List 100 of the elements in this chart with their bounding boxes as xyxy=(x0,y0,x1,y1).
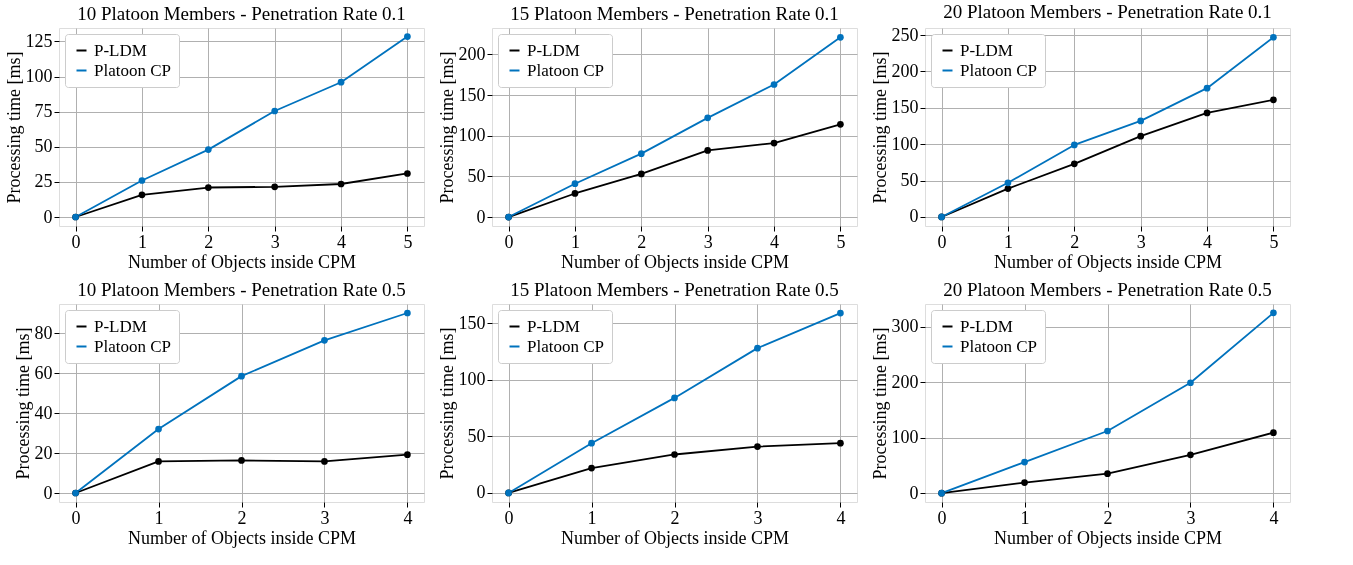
x-tick-label: 2 xyxy=(1103,507,1113,528)
x-tick-label: 0 xyxy=(71,507,81,528)
point xyxy=(138,177,146,184)
x-tick-label: 4 xyxy=(836,507,846,528)
y-axis-title: Processing time [ms] xyxy=(869,51,890,204)
point xyxy=(1203,109,1211,117)
chart-title: 20 Platoon Members - Penetration Rate 0.1 xyxy=(943,1,1272,23)
x-tick-label: 0 xyxy=(504,231,514,252)
point xyxy=(238,372,245,380)
x-tick-label: 1 xyxy=(1020,507,1030,528)
point xyxy=(837,121,844,128)
point xyxy=(1070,141,1078,149)
y-tick-label: 300 xyxy=(891,316,919,337)
x-tick-label: 5 xyxy=(403,231,413,252)
x-tick-label: 0 xyxy=(937,507,947,528)
x-tick-label: 2 xyxy=(1070,231,1080,252)
legend-label: Platoon CP xyxy=(94,336,171,356)
point xyxy=(404,170,411,177)
y-tick-label: 100 xyxy=(891,427,919,448)
point xyxy=(337,180,345,188)
x-tick-label: 2 xyxy=(204,231,214,252)
point xyxy=(1104,427,1111,435)
y-axis-title: Processing time [ms] xyxy=(436,327,457,480)
point xyxy=(770,81,778,88)
point xyxy=(837,439,844,447)
y-tick-label: 0 xyxy=(909,482,919,503)
y-tick-label: 200 xyxy=(458,43,486,64)
point xyxy=(1270,429,1277,437)
y-tick-label: 150 xyxy=(891,97,919,118)
y-tick-label: 100 xyxy=(458,369,486,390)
legend-label: P-LDM xyxy=(94,316,147,336)
y-tick-label: 60 xyxy=(34,362,53,383)
point xyxy=(704,147,712,154)
point xyxy=(1004,179,1012,187)
legend-label: Platoon CP xyxy=(960,60,1037,80)
point xyxy=(1070,160,1078,168)
legend-label: P-LDM xyxy=(527,316,580,336)
y-tick-label: 50 xyxy=(34,136,53,157)
y-axis-title: Processing time [ms] xyxy=(3,51,24,204)
point xyxy=(1270,33,1277,41)
point xyxy=(271,183,279,191)
x-axis-title: Number of Objects inside CPM xyxy=(994,527,1222,548)
chart-title: 10 Platoon Members - Penetration Rate 0.1 xyxy=(77,3,406,24)
point xyxy=(155,458,162,465)
y-axis-title: Processing time [ms] xyxy=(12,327,33,480)
x-tick-label: 1 xyxy=(1003,231,1013,252)
point xyxy=(704,114,712,122)
x-tick-label: 4 xyxy=(1203,231,1213,252)
chart-title: 10 Platoon Members - Penetration Rate 0.5 xyxy=(77,279,406,300)
point xyxy=(404,451,411,458)
x-tick-label: 2 xyxy=(670,507,680,528)
point xyxy=(1187,451,1194,459)
x-axis-title: Number of Objects inside CPM xyxy=(994,251,1222,272)
x-axis-title: Number of Objects inside CPM xyxy=(128,527,356,548)
point xyxy=(571,190,579,197)
legend-label: P-LDM xyxy=(94,40,147,60)
y-tick-label: 0 xyxy=(43,482,53,503)
y-tick-label: 150 xyxy=(458,312,486,333)
x-tick-label: 2 xyxy=(237,507,247,528)
point xyxy=(155,425,162,433)
y-tick-label: 0 xyxy=(909,206,919,227)
chart-title: 20 Platoon Members - Penetration Rate 0.5 xyxy=(943,279,1272,300)
y-axis-title: Processing time [ms] xyxy=(436,51,457,204)
point xyxy=(637,170,645,178)
y-tick-label: 100 xyxy=(891,133,919,154)
x-tick-label: 3 xyxy=(753,507,763,528)
x-tick-label: 4 xyxy=(770,231,780,252)
chart-title: 15 Platoon Members - Penetration Rate 0.1 xyxy=(510,3,839,24)
point xyxy=(671,451,678,458)
point xyxy=(321,458,328,465)
x-tick-label: 0 xyxy=(937,231,947,252)
point xyxy=(754,344,761,352)
x-tick-label: 4 xyxy=(337,231,347,252)
x-tick-label: 3 xyxy=(320,507,330,528)
x-tick-label: 0 xyxy=(71,231,81,252)
x-tick-label: 4 xyxy=(403,507,413,528)
point xyxy=(1187,379,1194,387)
point xyxy=(404,33,411,40)
point xyxy=(770,139,778,147)
x-tick-label: 3 xyxy=(1186,507,1196,528)
point xyxy=(837,309,844,317)
point xyxy=(204,146,212,153)
y-tick-label: 200 xyxy=(891,60,919,81)
x-tick-label: 5 xyxy=(836,231,846,252)
y-tick-label: 80 xyxy=(34,322,53,343)
point xyxy=(1137,117,1145,125)
x-tick-label: 3 xyxy=(270,231,280,252)
legend-label: P-LDM xyxy=(960,40,1013,60)
point xyxy=(1104,470,1111,478)
y-tick-label: 25 xyxy=(34,171,53,192)
y-tick-label: 100 xyxy=(458,125,486,146)
y-tick-label: 125 xyxy=(25,30,53,51)
x-tick-label: 4 xyxy=(1269,507,1279,528)
y-tick-label: 50 xyxy=(900,170,919,191)
point xyxy=(1021,479,1028,486)
x-axis-title: Number of Objects inside CPM xyxy=(561,251,789,272)
x-axis-title: Number of Objects inside CPM xyxy=(128,251,356,272)
point xyxy=(404,309,411,317)
y-tick-label: 0 xyxy=(476,482,486,503)
x-tick-label: 1 xyxy=(570,231,580,252)
